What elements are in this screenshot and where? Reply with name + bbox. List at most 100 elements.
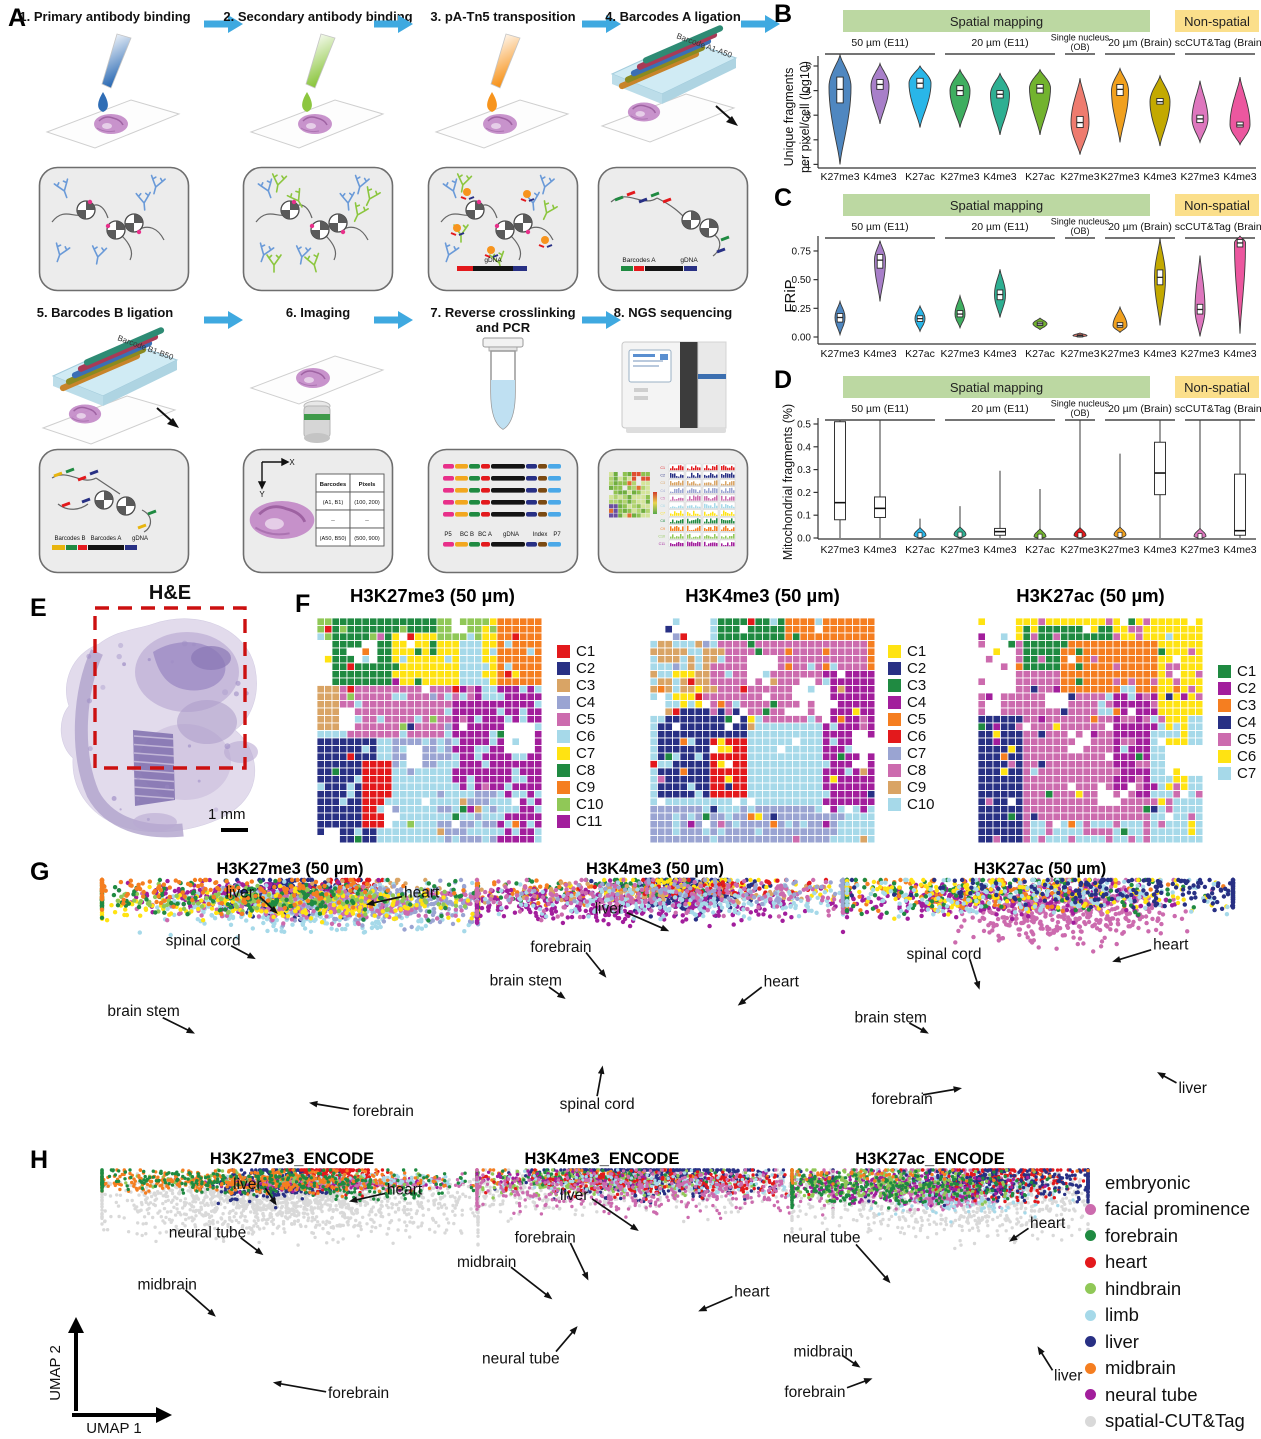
- step-inset-2: [242, 166, 394, 292]
- svg-text:0.5: 0.5: [797, 420, 811, 431]
- encode-umap-k27ac: neural tube heart midbrain forebrain liver: [783, 1168, 1090, 1401]
- step-illustration-6: [249, 355, 385, 443]
- annotation-liver: liver: [1157, 1072, 1207, 1097]
- legend-swatch: [888, 645, 901, 658]
- legend-swatch: [557, 645, 570, 658]
- legend-label: neural tube: [1105, 1383, 1198, 1405]
- glass-slide: [600, 93, 736, 143]
- scale-label: 1 mm: [208, 806, 246, 823]
- nucleosome-icon: [681, 210, 701, 230]
- legend-swatch: [557, 713, 570, 726]
- tissue-section: [298, 114, 332, 134]
- antibody-icon: [55, 242, 71, 263]
- annotation-spinal-cord: spinal cord: [560, 1065, 635, 1113]
- svg-text:50 µm (E11): 50 µm (E11): [851, 37, 908, 49]
- legend-swatch: [888, 662, 901, 675]
- annotation-forebrain: forebrain: [272, 1380, 389, 1402]
- legend-swatch: [888, 679, 901, 692]
- violin-K27me3: [1112, 305, 1128, 334]
- legend-label: heart: [1105, 1251, 1148, 1273]
- spatial-mapping-header: Spatial mapping: [843, 194, 1150, 216]
- step-title-4: 4. Barcodes A ligation: [605, 9, 741, 24]
- violin-K4me3: [874, 240, 886, 302]
- annotation-heart: heart: [737, 974, 800, 1006]
- panel-g-letter: G: [30, 858, 50, 886]
- cluster-map-k27ac: [978, 618, 1203, 843]
- svg-text:K27me3: K27me3: [940, 544, 979, 556]
- umap-cluster-navy: [799, 1168, 1090, 1188]
- svg-text:K4me3: K4me3: [1143, 544, 1176, 556]
- svg-text:Barcodes A: Barcodes A: [622, 257, 656, 264]
- cluster-map-k4me3: [650, 618, 875, 843]
- annotation-liver: liver: [595, 901, 670, 932]
- legend-item-C2: C2: [888, 660, 935, 677]
- legend-label: limb: [1105, 1304, 1139, 1326]
- annotation-midbrain: midbrain: [137, 1277, 216, 1317]
- legend-label: spatial-CUT&Tag: [1105, 1410, 1245, 1432]
- svg-text:C5: C5: [660, 496, 665, 500]
- legend-label: C10: [907, 796, 935, 813]
- svg-text:Barcodes B: Barcodes B: [54, 536, 85, 542]
- svg-text:K27me3: K27me3: [1100, 171, 1139, 183]
- svg-text:--: --: [331, 518, 335, 524]
- annotation-forebrain: forebrain: [872, 1086, 962, 1108]
- legend-swatch: [557, 662, 570, 675]
- encode-legend-item-liver: liver: [1085, 1329, 1261, 1356]
- legend-swatch: [557, 679, 570, 692]
- nucleosome-icon: [94, 490, 114, 510]
- svg-text:50 µm (E11): 50 µm (E11): [851, 221, 908, 233]
- violin-K4me3: [990, 72, 1010, 135]
- legend-swatch: [1218, 767, 1231, 780]
- tissue-section: [94, 114, 128, 134]
- tissue-section: [627, 102, 661, 122]
- legend-swatch: [557, 781, 570, 794]
- legend-dot: [1085, 1203, 1096, 1215]
- reagent-drop-icon: [98, 92, 108, 112]
- annotation-brain-stem: brain stem: [490, 972, 566, 1000]
- nucleosome-icon: [310, 220, 330, 240]
- annotation-liver: liver: [560, 1187, 639, 1231]
- svg-text:scCUT&Tag (Brain): scCUT&Tag (Brain): [1175, 37, 1261, 49]
- svg-text:C11: C11: [659, 542, 665, 546]
- legend-item-C5: C5: [888, 711, 935, 728]
- barcode-chip-icon: Barcode B1-B50: [51, 327, 179, 406]
- legend-label: C5: [907, 711, 927, 728]
- encode-legend-item-limb: limb: [1085, 1302, 1261, 1329]
- pipette-icon: [490, 33, 521, 89]
- step-illustration-5: Barcode B1-B50: [41, 327, 179, 445]
- umap-k27ac: spinal cord heart brain stem forebrain liver: [844, 877, 1236, 1108]
- annotation-forebrain: forebrain: [784, 1378, 873, 1401]
- svg-text:K27me3: K27me3: [820, 171, 859, 183]
- violin-K27me3: [1194, 255, 1206, 337]
- legend-label: C3: [1237, 697, 1257, 714]
- antibody-icon: [304, 252, 320, 273]
- svg-text:3: 3: [805, 111, 811, 122]
- annotation-neural-tube: neural tube: [783, 1230, 891, 1284]
- violin-K27ac: [1029, 68, 1051, 135]
- legend-item-C7: C7: [557, 745, 604, 762]
- svg-text:0.75: 0.75: [792, 246, 812, 257]
- legend-dot: [1085, 1362, 1096, 1374]
- nucleosome-icon: [106, 220, 126, 240]
- panel-c-letter: C: [774, 184, 793, 212]
- antibody-icon: [53, 178, 69, 199]
- svg-text:20 µm (Brain): 20 µm (Brain): [1108, 37, 1172, 49]
- svg-text:gDNA: gDNA: [484, 257, 502, 264]
- legend-label: C1: [576, 643, 596, 660]
- legend-dot: [1085, 1283, 1096, 1295]
- legend-item-C7: C7: [888, 745, 935, 762]
- annotation-liver: liver: [225, 885, 278, 914]
- panel-h-encode-umaps: H H3K27me3_ENCODE H3K4me3_ENCODE H3K27ac…: [30, 1144, 1261, 1437]
- svg-text:K27me3: K27me3: [1100, 544, 1139, 556]
- legend-item-C8: C8: [557, 762, 604, 779]
- legend-item-C7: C7: [1218, 765, 1256, 782]
- tn5-icon: [523, 190, 531, 198]
- panel-h-letter: H: [30, 1146, 49, 1174]
- non-spatial-header: Non-spatial: [1175, 10, 1259, 32]
- legend-item-C3: C3: [888, 677, 935, 694]
- antibody-icon: [91, 245, 108, 265]
- svg-text:K27me3: K27me3: [940, 348, 979, 360]
- svg-text:BC B: BC B: [460, 532, 474, 538]
- svg-text:Barcodes: Barcodes: [320, 482, 346, 488]
- annotation-forebrain: forebrain: [309, 1100, 414, 1120]
